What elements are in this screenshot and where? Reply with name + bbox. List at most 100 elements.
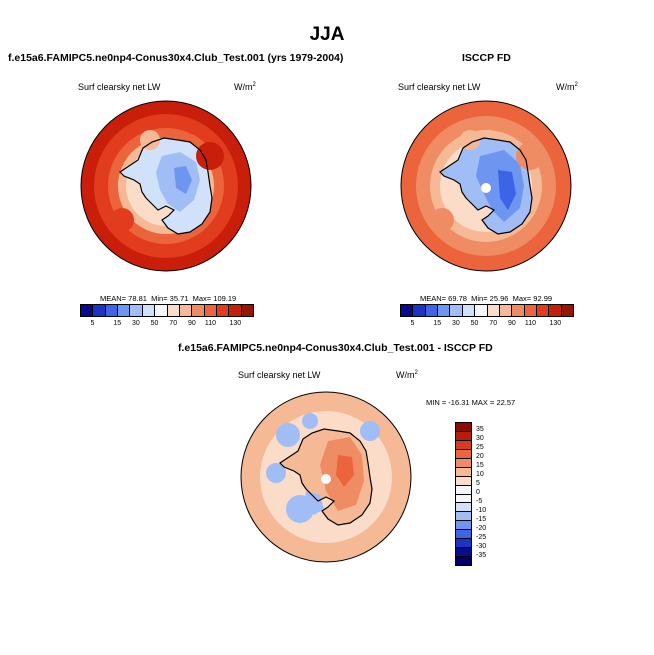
- panel2-variable-label: Surf clearsky net LW: [398, 82, 481, 92]
- colorbar-tick-label: -10: [476, 507, 487, 514]
- contour-blob: [110, 208, 134, 232]
- colorbar-tick-label: 30: [452, 320, 460, 327]
- colorbar-cell: [142, 305, 156, 316]
- colorbar-tick-label: 0: [476, 489, 480, 496]
- colorbar-cell: [179, 305, 193, 316]
- interior-contour: [174, 166, 192, 194]
- colorbar-tick-label: 15: [433, 320, 442, 327]
- colorbar-cell: [456, 449, 471, 459]
- colorbar-tick-label: 110: [524, 320, 537, 327]
- colorbar-cell: [167, 305, 180, 316]
- colorbar-tick-label: 70: [169, 320, 178, 327]
- negative-anomaly: [360, 421, 380, 441]
- colorbar-cell: [475, 305, 488, 316]
- colorbar-cell: [105, 305, 119, 316]
- colorbar-tick-label: -25: [476, 534, 487, 541]
- contour-blob: [430, 208, 454, 232]
- colorbar-cell: [118, 305, 131, 316]
- colorbar-tick-label: 5: [90, 320, 95, 327]
- panel1-colorbar: [80, 304, 254, 317]
- colorbar-cell: [456, 548, 471, 558]
- colorbar-cell: [204, 305, 217, 316]
- colorbar-cell: [456, 476, 471, 486]
- colorbar-tick-label: 50: [150, 320, 159, 327]
- colorbar-tick-label: 15: [476, 462, 484, 469]
- colorbar-tick-label: 90: [507, 320, 516, 327]
- colorbar-cell: [456, 503, 471, 513]
- colorbar-cell: [512, 305, 525, 316]
- colorbar-tick-label: 15: [113, 320, 122, 327]
- colorbar-cell: [155, 305, 168, 316]
- colorbar-tick-label: 130: [549, 320, 562, 327]
- panel1-variable-label: Surf clearsky net LW: [78, 82, 161, 92]
- diff-variable-label: Surf clearsky net LW: [238, 370, 321, 380]
- colorbar-cell: [561, 305, 574, 316]
- colorbar-tick-label: -30: [476, 543, 487, 550]
- colorbar-cell: [456, 512, 471, 522]
- negative-anomaly: [266, 463, 286, 483]
- colorbar-cell: [549, 305, 562, 316]
- colorbar-tick-label: 20: [476, 453, 484, 460]
- colorbar-cell: [456, 485, 471, 495]
- colorbar-tick-label: 10: [476, 471, 484, 478]
- panel2-colorbar: [400, 304, 574, 317]
- map-boundary: [400, 100, 572, 272]
- contour-blob: [460, 130, 480, 150]
- pole-missing-data: [481, 183, 491, 193]
- colorbar-cell: [456, 521, 471, 531]
- colorbar-cell: [524, 305, 537, 316]
- colorbar-tick-label: 30: [476, 435, 484, 442]
- colorbar-tick-label: 110: [204, 320, 217, 327]
- diff-colorbar: [455, 422, 472, 566]
- panel1-title: f.e15a6.FAMIPC5.ne0np4-Conus30x4.Club_Te…: [8, 52, 344, 64]
- panel2-units-label: W/m2: [556, 82, 578, 92]
- map-boundary: [240, 391, 412, 563]
- colorbar-cell: [456, 440, 471, 450]
- colorbar-tick-label: -35: [476, 552, 487, 559]
- page-title: JJA: [309, 24, 345, 45]
- colorbar-cell: [192, 305, 205, 316]
- colorbar-cell: [499, 305, 513, 316]
- colorbar-cell: [456, 458, 471, 468]
- colorbar-cell: [241, 305, 254, 316]
- negative-anomaly: [276, 423, 300, 447]
- colorbar-cell: [456, 530, 471, 540]
- panel2-colorbar-ticks: 5 15 30 50 70 90 110 130: [400, 320, 574, 330]
- diff-colorbar-ticks: 35 30 25 20 15 10 5 0 -5 -10 -15 -20 -25 -30 -35: [476, 422, 496, 566]
- diff-stats: MIN = -16.31 MAX = 22.57: [426, 398, 516, 407]
- colorbar-cell: [401, 305, 414, 316]
- colorbar-tick-label: 90: [187, 320, 196, 327]
- panel1-stats: MEAN= 78.81 Min= 35.71 Max= 109.19: [100, 294, 237, 303]
- colorbar-cell: [450, 305, 463, 316]
- colorbar-tick-label: -20: [476, 525, 487, 532]
- colorbar-cell: [229, 305, 242, 316]
- contour-blob: [196, 142, 224, 170]
- colorbar-cell: [456, 494, 471, 504]
- colorbar-cell: [216, 305, 230, 316]
- colorbar-cell: [462, 305, 476, 316]
- colorbar-tick-label: 25: [476, 444, 484, 451]
- panel1-polar-map: [80, 100, 252, 272]
- colorbar-tick-label: 35: [476, 426, 484, 433]
- colorbar-cell: [456, 431, 471, 441]
- colorbar-cell: [93, 305, 106, 316]
- colorbar-cell: [456, 539, 471, 549]
- panel2-polar-map: [400, 100, 572, 272]
- colorbar-tick-label: 130: [229, 320, 242, 327]
- colorbar-tick-label: -5: [476, 498, 483, 505]
- colorbar-tick-label: 5: [410, 320, 415, 327]
- pole-missing-data: [321, 474, 331, 484]
- colorbar-tick-label: 5: [476, 480, 480, 487]
- colorbar-cell: [81, 305, 94, 316]
- coastline: [279, 428, 373, 526]
- colorbar-cell: [456, 557, 471, 565]
- colorbar-tick-label: 30: [132, 320, 140, 327]
- panel1-colorbar-ticks: 5 15 30 50 70 90 110 130: [80, 320, 254, 330]
- colorbar-cell: [438, 305, 451, 316]
- colorbar-tick-label: -15: [476, 516, 487, 523]
- panel2-stats: MEAN= 69.78 Min= 25.96 Max= 92.99: [420, 294, 553, 303]
- colorbar-cell: [536, 305, 550, 316]
- colorbar-cell: [456, 467, 471, 477]
- negative-anomaly: [304, 491, 324, 515]
- colorbar-cell: [456, 423, 471, 432]
